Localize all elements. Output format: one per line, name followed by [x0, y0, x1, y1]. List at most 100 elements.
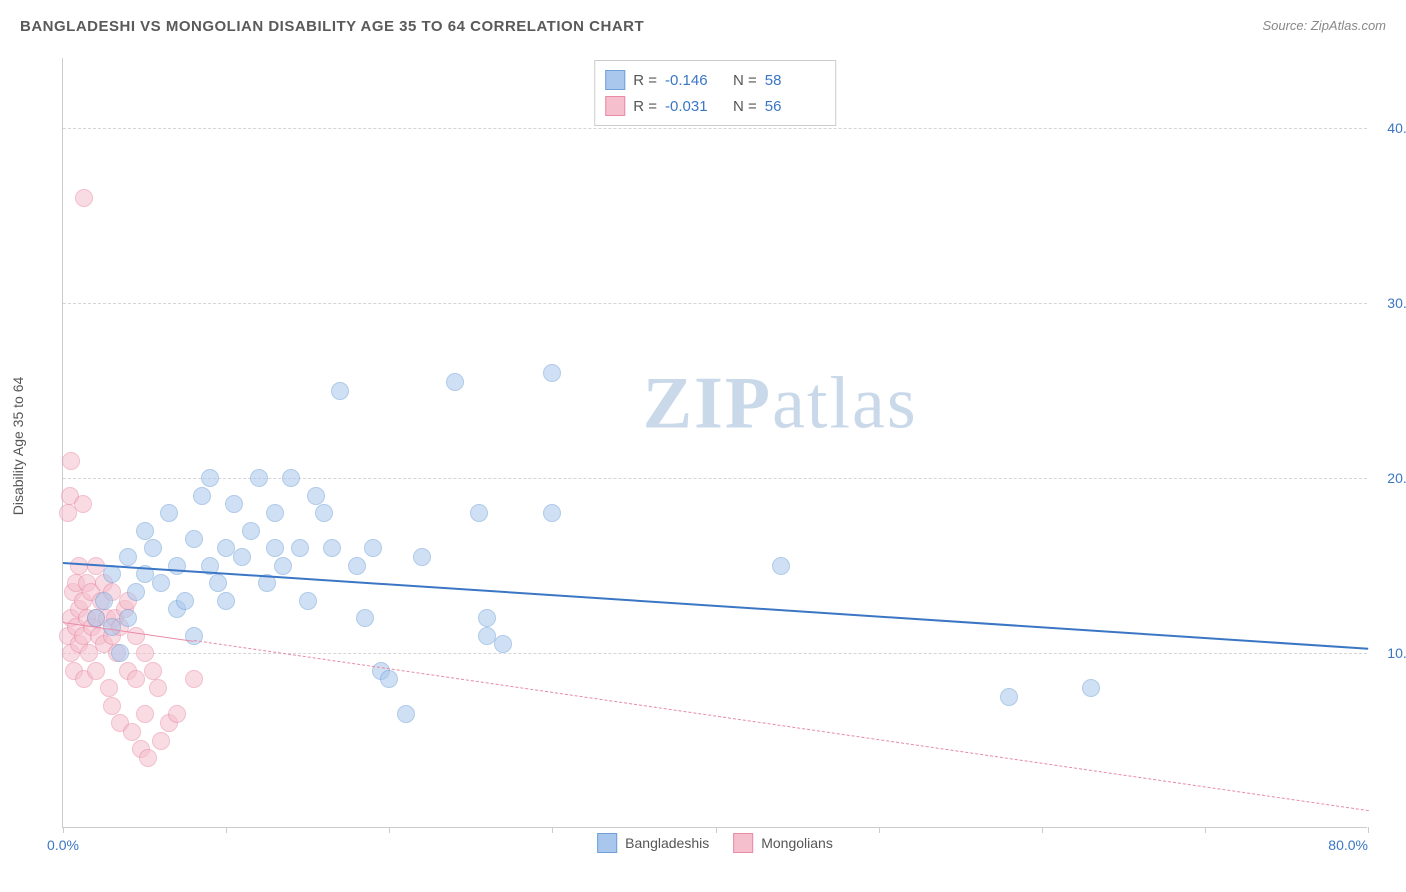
legend-item-mongolians: Mongolians: [733, 833, 833, 853]
data-point: [123, 723, 141, 741]
data-point: [149, 679, 167, 697]
data-point: [127, 583, 145, 601]
y-tick-label: 20.0%: [1387, 470, 1406, 486]
data-point: [119, 609, 137, 627]
r-label: R =: [633, 72, 657, 89]
data-point: [136, 522, 154, 540]
n-label: N =: [733, 98, 757, 115]
watermark-zip: ZIP: [643, 363, 772, 445]
data-point: [307, 487, 325, 505]
data-point: [1000, 688, 1018, 706]
legend-item-bangladeshis: Bangladeshis: [597, 833, 709, 853]
data-point: [95, 592, 113, 610]
data-point: [323, 539, 341, 557]
data-point: [103, 697, 121, 715]
data-point: [103, 565, 121, 583]
data-point: [446, 373, 464, 391]
n-label: N =: [733, 72, 757, 89]
legend-stats-row-mongolians: R = -0.031 N = 56: [605, 93, 825, 119]
swatch-bangladeshis: [605, 70, 625, 90]
data-point: [193, 487, 211, 505]
trend-line: [63, 562, 1368, 650]
data-point: [543, 364, 561, 382]
legend-stats-row-bangladeshis: R = -0.146 N = 58: [605, 67, 825, 93]
data-point: [103, 618, 121, 636]
data-point: [478, 627, 496, 645]
data-point: [185, 670, 203, 688]
correlation-chart: BANGLADESHI VS MONGOLIAN DISABILITY AGE …: [20, 18, 1386, 873]
data-point: [100, 679, 118, 697]
data-point: [217, 592, 235, 610]
data-point: [331, 382, 349, 400]
n-value: 58: [765, 72, 825, 89]
data-point: [111, 644, 129, 662]
y-tick-label: 40.0%: [1387, 120, 1406, 136]
data-point: [168, 705, 186, 723]
data-point: [233, 548, 251, 566]
data-point: [478, 609, 496, 627]
data-point: [185, 530, 203, 548]
data-point: [152, 732, 170, 750]
data-point: [74, 495, 92, 513]
x-tick: [716, 827, 717, 833]
y-tick-label: 10.0%: [1387, 645, 1406, 661]
data-point: [494, 635, 512, 653]
x-tick: [1368, 827, 1369, 833]
source-attribution: Source: ZipAtlas.com: [1262, 18, 1386, 33]
data-point: [160, 504, 178, 522]
legend-label: Mongolians: [761, 835, 833, 851]
gridline: [63, 303, 1367, 304]
x-tick-label: 0.0%: [47, 837, 79, 853]
legend-series: Bangladeshis Mongolians: [597, 833, 833, 853]
data-point: [364, 539, 382, 557]
x-tick: [552, 827, 553, 833]
watermark: ZIPatlas: [643, 362, 918, 447]
watermark-atlas: atlas: [772, 363, 918, 445]
x-tick: [1042, 827, 1043, 833]
swatch-mongolians: [605, 96, 625, 116]
data-point: [209, 574, 227, 592]
n-value: 56: [765, 98, 825, 115]
data-point: [127, 670, 145, 688]
data-point: [87, 662, 105, 680]
r-value: -0.031: [665, 98, 725, 115]
data-point: [282, 469, 300, 487]
data-point: [144, 662, 162, 680]
data-point: [242, 522, 260, 540]
data-point: [1082, 679, 1100, 697]
x-tick: [226, 827, 227, 833]
data-point: [144, 539, 162, 557]
data-point: [470, 504, 488, 522]
y-axis-label: Disability Age 35 to 64: [10, 376, 26, 515]
y-tick-label: 30.0%: [1387, 295, 1406, 311]
gridline: [63, 128, 1367, 129]
r-label: R =: [633, 98, 657, 115]
gridline: [63, 653, 1367, 654]
data-point: [266, 539, 284, 557]
r-value: -0.146: [665, 72, 725, 89]
data-point: [772, 557, 790, 575]
x-tick: [879, 827, 880, 833]
data-point: [136, 644, 154, 662]
data-point: [152, 574, 170, 592]
data-point: [543, 504, 561, 522]
data-point: [176, 592, 194, 610]
data-point: [380, 670, 398, 688]
data-point: [87, 609, 105, 627]
data-point: [217, 539, 235, 557]
data-point: [413, 548, 431, 566]
x-tick: [63, 827, 64, 833]
data-point: [139, 749, 157, 767]
x-tick: [1205, 827, 1206, 833]
x-tick-label: 80.0%: [1328, 837, 1368, 853]
data-point: [274, 557, 292, 575]
data-point: [250, 469, 268, 487]
data-point: [348, 557, 366, 575]
swatch-mongolians: [733, 833, 753, 853]
legend-stats: R = -0.146 N = 58 R = -0.031 N = 56: [594, 60, 836, 126]
data-point: [291, 539, 309, 557]
data-point: [119, 548, 137, 566]
data-point: [127, 627, 145, 645]
data-point: [397, 705, 415, 723]
data-point: [315, 504, 333, 522]
